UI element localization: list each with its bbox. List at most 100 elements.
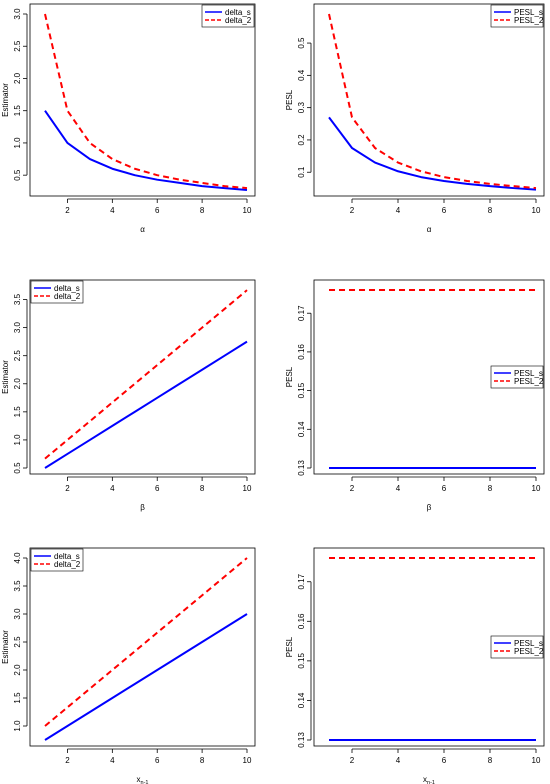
x-tick-label: 2 <box>65 206 70 215</box>
y-tick-label: 1.0 <box>13 137 22 149</box>
y-tick-label: 2.5 <box>13 350 22 362</box>
chart-panel: 2 4 6 8 10 β 0.5 1.0 1.5 2.0 2.5 3.0 3.5 Estimator del… <box>1 279 256 512</box>
x-tick-label: 10 <box>243 484 252 493</box>
chart-panel: 2 4 6 8 10 β 0.13 0.14 0.15 0.16 0.17 PESL PESL_sPES… <box>285 279 545 512</box>
y-tick-label: 1.5 <box>13 406 22 418</box>
plot-frame <box>29 279 256 475</box>
y-tick-label: 2.0 <box>13 72 22 84</box>
y-tick-label: 0.15 <box>297 653 306 669</box>
legend-label: delta_s <box>54 284 80 293</box>
x-axis: 2 4 6 8 10 β <box>350 476 541 512</box>
plot-frame <box>29 3 256 197</box>
y-tick-label: 0.14 <box>297 421 306 437</box>
y-tick-label: 0.3 <box>297 102 306 114</box>
series-line-pesl-s <box>328 116 537 191</box>
x-tick-label: 10 <box>243 756 252 765</box>
x-axis: 2 4 6 8 10 α <box>350 198 541 234</box>
x-axis: 2 4 6 8 10 xn-1 <box>350 748 541 784</box>
y-tick-label: 1.5 <box>13 105 22 117</box>
series-line-delta-s <box>44 110 248 191</box>
y-tick-label: 4.0 <box>13 552 22 564</box>
plot-frame <box>29 547 256 747</box>
x-tick-label: 6 <box>442 484 447 493</box>
y-tick-label: 0.5 <box>297 37 306 49</box>
x-tick-label: 2 <box>350 484 355 493</box>
legend-box <box>201 4 255 28</box>
plot-frame <box>313 3 545 197</box>
x-tick-label: 6 <box>155 484 160 493</box>
legend-label: PESL_2 <box>514 647 544 656</box>
y-axis: 0.13 0.14 0.15 0.16 0.17 PESL <box>285 573 312 748</box>
y-tick-label: 0.17 <box>297 573 306 589</box>
legend-label: delta_s <box>54 552 80 561</box>
y-tick-label: 2.5 <box>13 636 22 648</box>
y-axis: 0.5 1.0 1.5 2.0 2.5 3.0 3.5 Estimator <box>1 293 28 474</box>
series-line-delta-2 <box>44 13 248 190</box>
x-tick-label: 4 <box>396 756 401 765</box>
x-tick-label: 2 <box>350 756 355 765</box>
legend-label: delta_s <box>225 8 251 17</box>
legend-label: PESL_s <box>514 639 543 648</box>
y-tick-label: 0.13 <box>297 732 306 748</box>
x-tick-label: 4 <box>396 484 401 493</box>
x-tick-label: 4 <box>110 484 115 493</box>
legend-label: PESL_2 <box>514 377 544 386</box>
y-tick-label: 0.5 <box>13 462 22 474</box>
series-line-pesl-2 <box>328 13 537 190</box>
legend-box <box>490 365 544 389</box>
x-axis-title: α <box>140 225 145 234</box>
x-tick-label: 6 <box>442 756 447 765</box>
x-tick-label: 4 <box>110 206 115 215</box>
x-tick-label: 6 <box>155 206 160 215</box>
x-tick-label: 8 <box>488 206 493 215</box>
legend-label: PESL_s <box>514 8 543 17</box>
x-axis-title: β <box>427 503 432 512</box>
legend-label: delta_2 <box>54 560 81 569</box>
series-line-delta-2 <box>44 289 248 460</box>
chart-panel: 2 4 6 8 10 xn-1 0.13 0.14 0.15 0.16 0.17 PESL PESL_s… <box>285 547 545 784</box>
y-tick-label: 3.0 <box>13 608 22 620</box>
y-tick-label: 2.0 <box>13 664 22 676</box>
x-tick-label: 10 <box>243 206 252 215</box>
y-tick-label: 2.0 <box>13 378 22 390</box>
legend-label: PESL_s <box>514 369 543 378</box>
y-tick-label: 3.0 <box>13 8 22 20</box>
y-tick-label: 0.17 <box>297 305 306 321</box>
plot-frame <box>313 547 545 747</box>
y-tick-label: 1.0 <box>13 434 22 446</box>
y-tick-label: 1.5 <box>13 692 22 704</box>
y-axis: 0.1 0.2 0.3 0.4 0.5 PESL <box>285 37 312 178</box>
y-tick-label: 3.0 <box>13 322 22 334</box>
x-tick-label: 8 <box>488 484 493 493</box>
y-tick-label: 0.13 <box>297 460 306 476</box>
y-tick-label: 0.1 <box>297 166 306 178</box>
y-tick-label: 0.16 <box>297 344 306 360</box>
legend-box <box>30 548 84 572</box>
y-axis-title: PESL <box>285 89 294 110</box>
y-tick-label: 0.15 <box>297 382 306 398</box>
y-axis: 1.0 1.5 2.0 2.5 3.0 3.5 4.0 Estimator <box>1 552 28 732</box>
x-tick-label: 10 <box>532 756 541 765</box>
y-tick-label: 0.2 <box>297 134 306 146</box>
x-axis-title: xn-1 <box>423 775 435 784</box>
y-axis-title: PESL <box>285 636 294 657</box>
x-tick-label: 4 <box>110 756 115 765</box>
series-line-delta-s <box>44 613 248 741</box>
x-tick-label: 4 <box>396 206 401 215</box>
y-tick-label: 0.14 <box>297 692 306 708</box>
y-tick-label: 0.4 <box>297 69 306 81</box>
legend-label: PESL_2 <box>514 16 544 25</box>
x-axis: 2 4 6 8 10 xn-1 <box>65 748 252 784</box>
x-tick-label: 6 <box>155 756 160 765</box>
x-axis: 2 4 6 8 10 α <box>65 198 252 234</box>
y-tick-label: 3.5 <box>13 293 22 305</box>
y-tick-label: 2.5 <box>13 40 22 52</box>
legend-box <box>490 4 544 28</box>
x-axis-title: β <box>140 503 145 512</box>
legend-label: delta_2 <box>225 16 252 25</box>
